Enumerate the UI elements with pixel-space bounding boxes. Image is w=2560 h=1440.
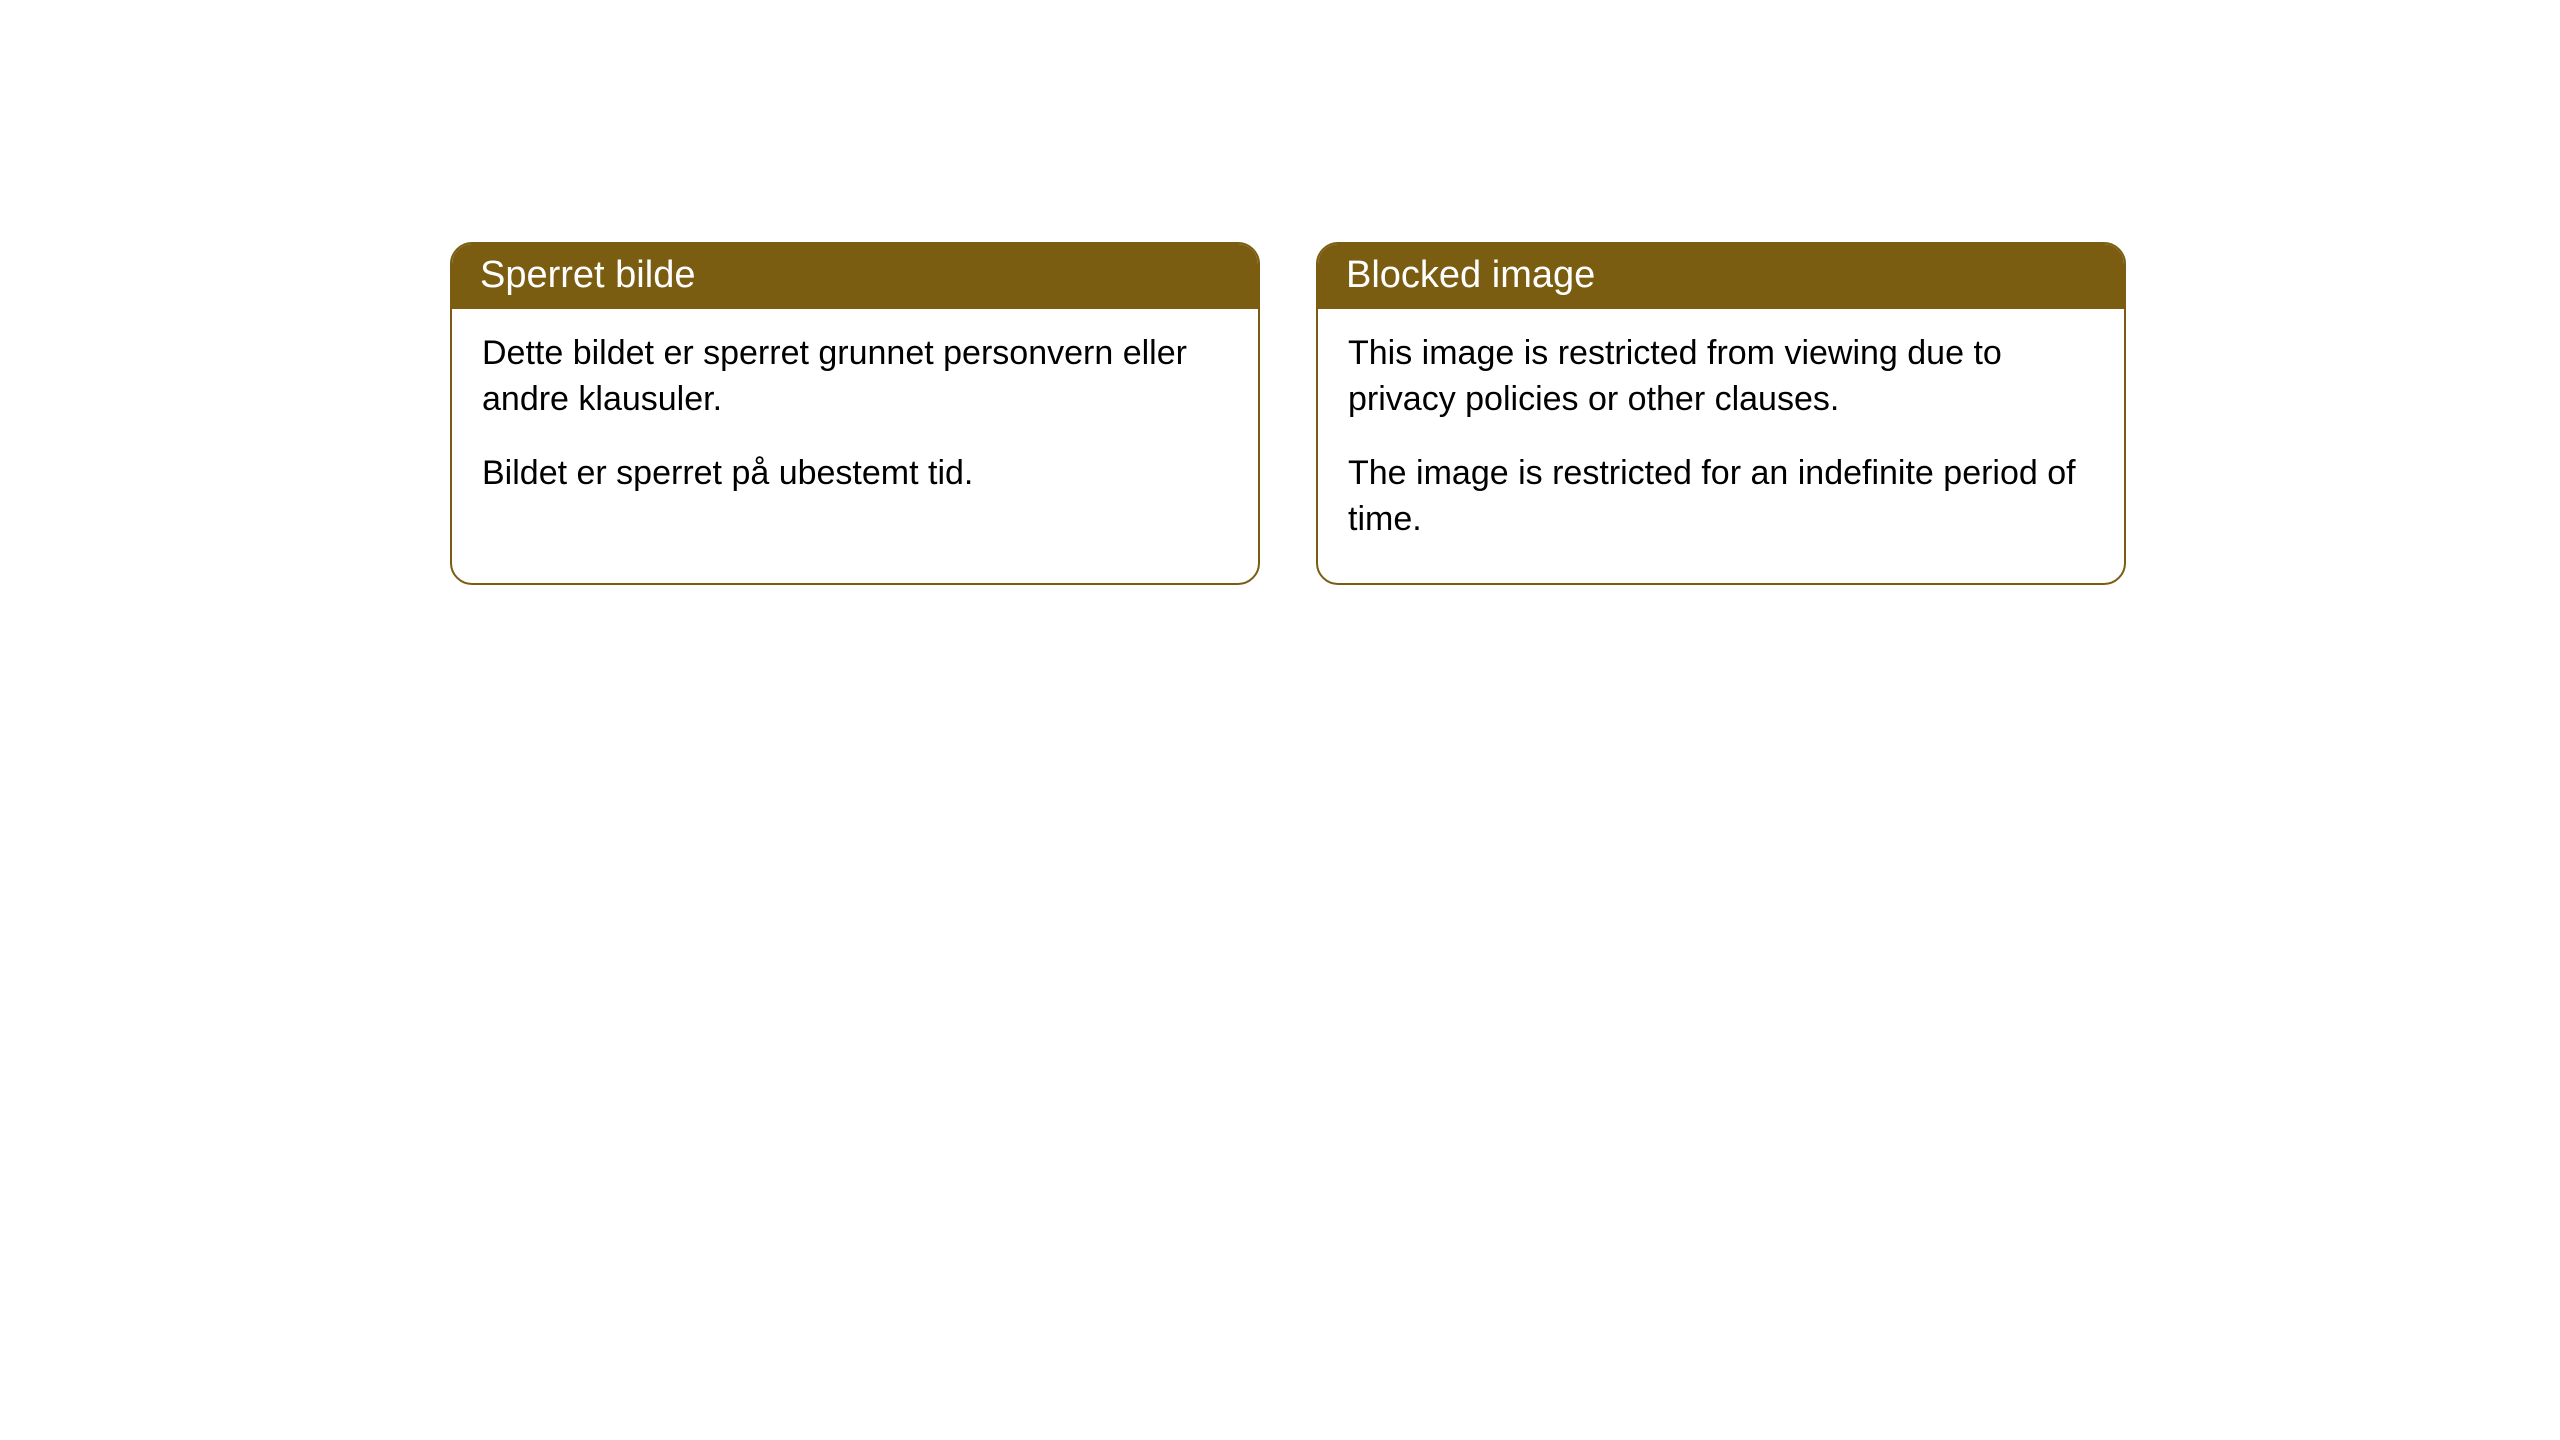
card-paragraph: Bildet er sperret på ubestemt tid. (482, 451, 1228, 497)
card-body: This image is restricted from viewing du… (1318, 309, 2124, 583)
notice-card-english: Blocked image This image is restricted f… (1316, 242, 2126, 585)
card-paragraph: The image is restricted for an indefinit… (1348, 451, 2094, 543)
notice-cards-container: Sperret bilde Dette bildet er sperret gr… (450, 242, 2126, 585)
card-paragraph: This image is restricted from viewing du… (1348, 331, 2094, 423)
notice-card-norwegian: Sperret bilde Dette bildet er sperret gr… (450, 242, 1260, 585)
card-title: Blocked image (1346, 254, 1595, 296)
card-header: Sperret bilde (452, 244, 1258, 309)
card-header: Blocked image (1318, 244, 2124, 309)
card-paragraph: Dette bildet er sperret grunnet personve… (482, 331, 1228, 423)
card-body: Dette bildet er sperret grunnet personve… (452, 309, 1258, 537)
card-title: Sperret bilde (480, 254, 695, 296)
